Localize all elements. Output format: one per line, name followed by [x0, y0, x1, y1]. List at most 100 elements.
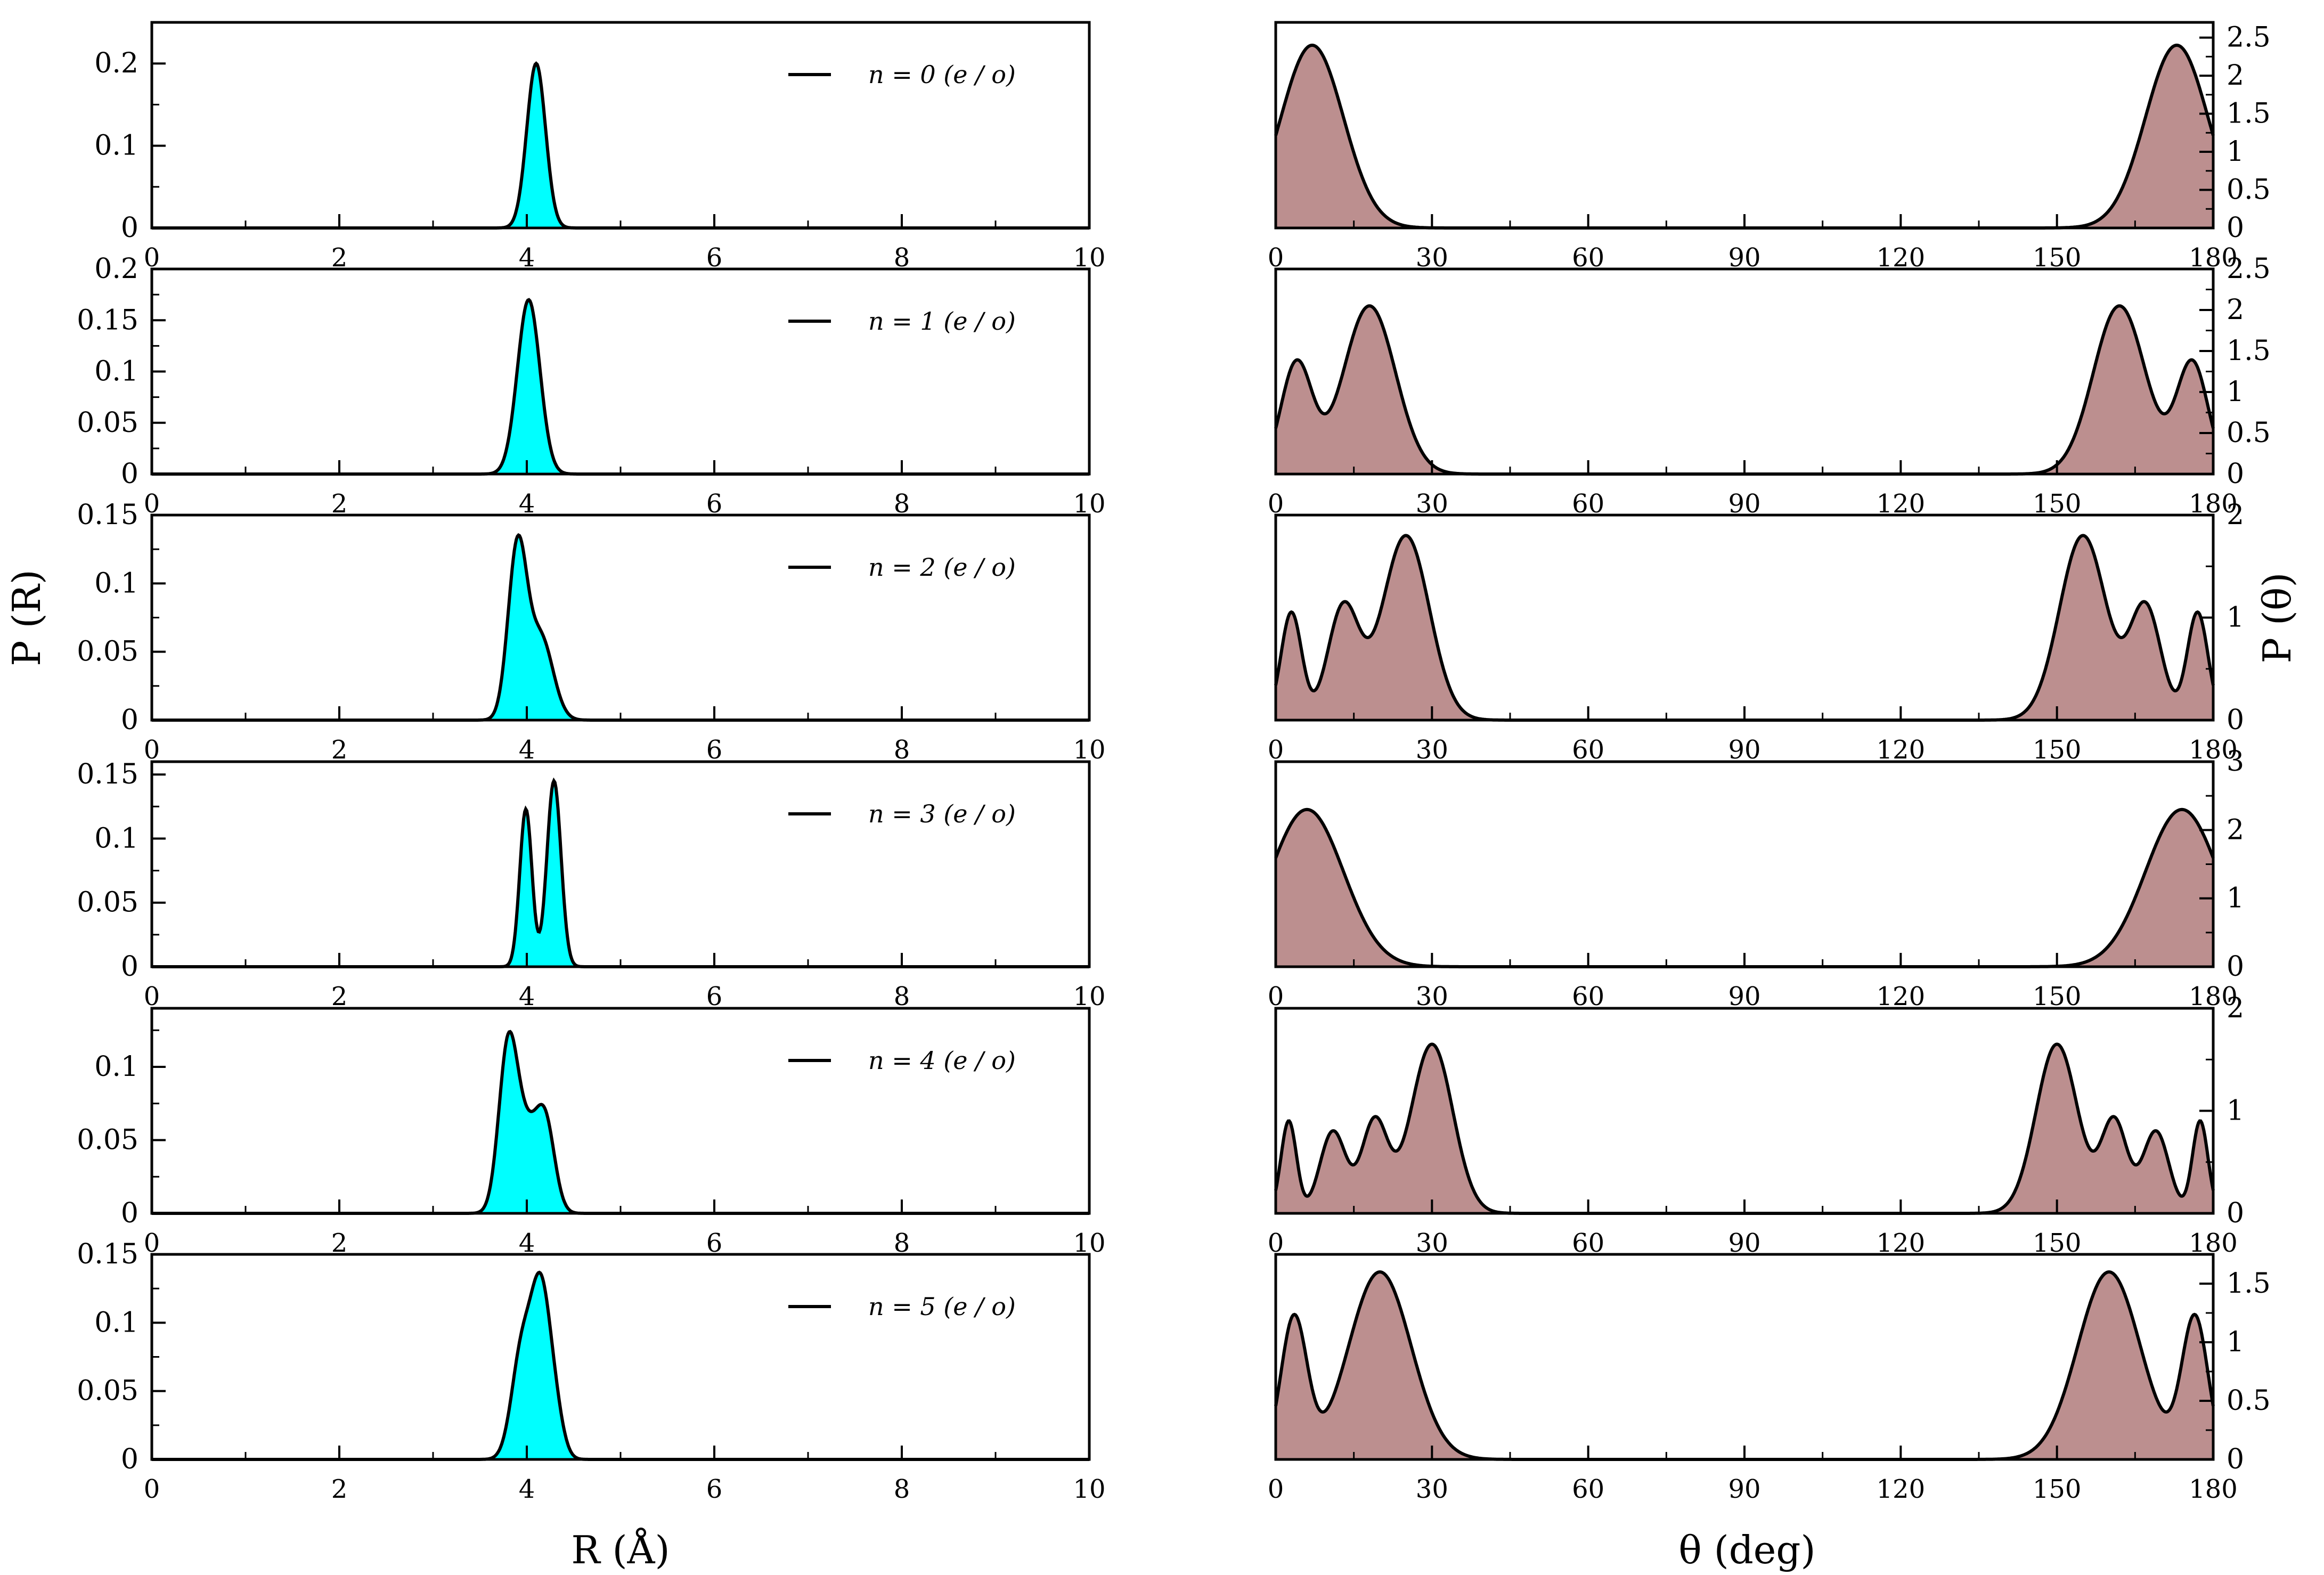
y-tick-label: 1	[2227, 1095, 2244, 1127]
x-tick-label: 120	[1877, 982, 1926, 1011]
x-tick-label: 180	[2189, 982, 2238, 1011]
y-tick-label: 0.2	[94, 47, 138, 79]
x-tick-label: 60	[1572, 982, 1604, 1011]
y-tick-label: 2.5	[2227, 253, 2271, 285]
x-tick-label: 8	[894, 735, 910, 765]
y-tick-label: 0	[121, 458, 138, 490]
y-tick-label: 1	[2227, 136, 2244, 168]
y-tick-label: 0.1	[94, 567, 138, 599]
x-tick-label: 150	[2033, 735, 2082, 765]
x-tick-label: 4	[519, 735, 535, 765]
y-tick-label: 0.1	[94, 1307, 138, 1339]
y-tick-label: 2	[2227, 60, 2244, 92]
legend-label: n = 4 (e / o)	[868, 1046, 1016, 1075]
x-tick-label: 90	[1728, 1474, 1760, 1504]
distribution-area	[1276, 1044, 2213, 1213]
x-tick-label: 30	[1416, 1474, 1448, 1504]
y-tick-label: 2	[2227, 294, 2244, 326]
x-tick-label: 30	[1416, 735, 1448, 765]
y-tick-label: 1	[2227, 1326, 2244, 1358]
y-tick-label: 0.15	[77, 758, 138, 790]
y-tick-label: 0	[2227, 1197, 2244, 1229]
x-tick-label: 150	[2033, 1474, 2082, 1504]
x-tick-label: 6	[706, 735, 723, 765]
x-tick-label: 10	[1073, 735, 1105, 765]
distribution-area	[1276, 1272, 2213, 1459]
y-tick-label: 0.1	[94, 356, 138, 388]
y-tick-label: 0.15	[77, 1238, 138, 1270]
y-tick-label: 0.5	[2227, 174, 2271, 206]
legend-label: n = 2 (e / o)	[868, 553, 1016, 582]
distribution-area	[1276, 45, 2213, 229]
y-tick-label: 0	[2227, 212, 2244, 244]
distribution-area	[1276, 306, 2213, 474]
y-tick-label: 0	[2227, 458, 2244, 490]
x-tick-label: 120	[1877, 735, 1926, 765]
y-tick-label: 0.05	[77, 1375, 138, 1407]
right-y-axis-label: P (θ)	[2255, 573, 2299, 664]
y-tick-label: 1.5	[2227, 1268, 2271, 1300]
legend-label: n = 3 (e / o)	[868, 799, 1016, 828]
distribution-area	[1276, 535, 2213, 720]
y-tick-label: 0.1	[94, 822, 138, 854]
legend-label: n = 5 (e / o)	[868, 1292, 1016, 1321]
legend-label: n = 1 (e / o)	[868, 307, 1016, 336]
y-tick-label: 0.5	[2227, 1385, 2271, 1417]
x-tick-label: 2	[331, 1474, 348, 1504]
x-tick-label: 8	[894, 1474, 910, 1504]
y-tick-label: 0	[2227, 1443, 2244, 1475]
y-tick-label: 1.5	[2227, 335, 2271, 367]
y-tick-label: 0.05	[77, 407, 138, 439]
x-tick-label: 10	[1073, 982, 1105, 1011]
y-tick-label: 0.05	[77, 636, 138, 668]
x-tick-label: 0	[144, 1474, 160, 1504]
y-tick-label: 3	[2227, 746, 2244, 778]
panel-R-n3: 0 2 4 6 8 10 0 0.05 0.1 0.15 n = 3 (e / o)	[77, 758, 1105, 1011]
x-tick-label: 120	[1877, 1474, 1926, 1504]
y-tick-label: 1	[2227, 883, 2244, 915]
left-y-axis-label: P (R)	[4, 569, 49, 666]
x-tick-label: 60	[1572, 1474, 1604, 1504]
x-tick-label: 2	[331, 735, 348, 765]
x-tick-label: 0	[144, 735, 160, 765]
y-tick-label: 0.05	[77, 887, 138, 919]
x-tick-label: 4	[519, 1474, 535, 1504]
y-tick-label: 0	[2227, 704, 2244, 736]
legend-label: n = 0 (e / o)	[868, 60, 1016, 89]
x-tick-label: 180	[2189, 735, 2238, 765]
x-tick-label: 0	[1268, 982, 1284, 1011]
panel-R-n5: 0 2 4 6 8 10 0 0.05 0.1 0.15 n = 5 (e / o)	[77, 1238, 1105, 1504]
y-tick-label: 0.15	[77, 304, 138, 336]
y-tick-label: 1	[2227, 376, 2244, 408]
y-tick-label: 0.2	[94, 253, 138, 285]
distribution-area	[1276, 809, 2213, 967]
y-tick-label: 0.1	[94, 1051, 138, 1083]
right-x-axis-label: θ (deg)	[1678, 1528, 1815, 1572]
y-tick-label: 2	[2227, 814, 2244, 846]
y-tick-label: 0.5	[2227, 417, 2271, 449]
x-tick-label: 6	[706, 1474, 723, 1504]
y-tick-label: 0	[121, 704, 138, 736]
y-tick-label: 0.05	[77, 1124, 138, 1156]
x-tick-label: 90	[1728, 735, 1760, 765]
y-tick-label: 0	[121, 1443, 138, 1475]
x-tick-label: 4	[519, 982, 535, 1011]
y-tick-label: 2.5	[2227, 22, 2271, 54]
x-tick-label: 6	[706, 982, 723, 1011]
y-tick-label: 2	[2227, 499, 2244, 531]
x-tick-label: 0	[1268, 1474, 1284, 1504]
y-tick-label: 0	[121, 951, 138, 983]
y-tick-label: 1.5	[2227, 98, 2271, 130]
x-tick-label: 60	[1572, 735, 1604, 765]
x-tick-label: 180	[2189, 1474, 2238, 1504]
x-tick-label: 8	[894, 982, 910, 1011]
x-tick-label: 30	[1416, 982, 1448, 1011]
y-tick-label: 0.1	[94, 130, 138, 162]
x-tick-label: 150	[2033, 982, 2082, 1011]
